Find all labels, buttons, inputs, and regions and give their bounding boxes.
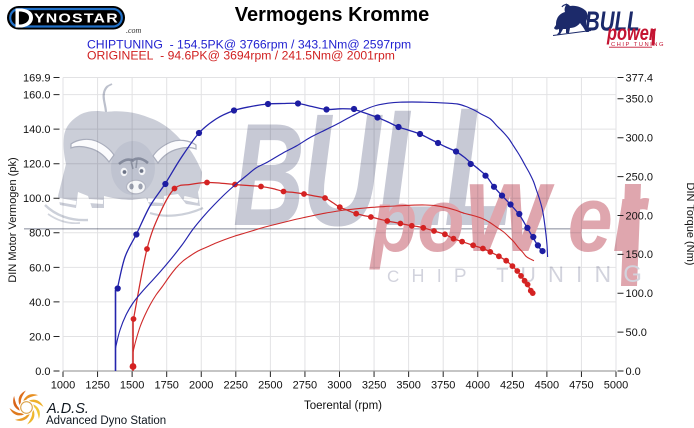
svg-text:ORIGINEEL - 94.6PK@ 3694rpm /: ORIGINEEL - 94.6PK@ 3694rpm / 241.5Nm@ 2… — [87, 49, 395, 63]
svg-text:20.0: 20.0 — [29, 331, 50, 343]
svg-text:160.0: 160.0 — [23, 90, 51, 102]
svg-text:4000: 4000 — [466, 380, 490, 392]
svg-text:1750: 1750 — [154, 380, 178, 392]
svg-text:2250: 2250 — [224, 380, 248, 392]
svg-text:5000: 5000 — [604, 380, 628, 392]
svg-text:BULL: BULL — [233, 72, 512, 261]
svg-text:60.0: 60.0 — [29, 262, 50, 274]
svg-text:BULL: BULL — [585, 7, 639, 38]
svg-text:150.0: 150.0 — [626, 249, 654, 261]
svg-text:CHIPTUNING - 154.5PK@ 3766rpm: CHIPTUNING - 154.5PK@ 3766rpm / 343.1Nm@… — [87, 38, 411, 52]
svg-text:power: power — [369, 137, 649, 277]
svg-text:3000: 3000 — [327, 380, 351, 392]
svg-text:2750: 2750 — [293, 380, 317, 392]
svg-text:100.0: 100.0 — [626, 288, 654, 300]
svg-text:power: power — [606, 21, 657, 44]
svg-text:CHIP TUNING: CHIP TUNING — [611, 42, 665, 48]
svg-text:.com: .com — [126, 26, 142, 35]
svg-text:4500: 4500 — [535, 380, 559, 392]
svg-text:3750: 3750 — [431, 380, 455, 392]
svg-text:0.0: 0.0 — [35, 366, 50, 378]
svg-text:0.0: 0.0 — [626, 366, 641, 378]
svg-text:80.0: 80.0 — [29, 228, 50, 240]
svg-text:Toerental (rpm): Toerental (rpm) — [304, 400, 382, 412]
svg-text:300.0: 300.0 — [626, 133, 654, 145]
svg-text:1250: 1250 — [85, 380, 109, 392]
svg-text:Advanced Dyno Station: Advanced Dyno Station — [46, 415, 166, 427]
svg-text:250.0: 250.0 — [626, 172, 654, 184]
svg-text:350.0: 350.0 — [626, 94, 654, 106]
svg-text:1000: 1000 — [51, 380, 75, 392]
svg-text:2500: 2500 — [258, 380, 282, 392]
svg-text:40.0: 40.0 — [29, 297, 50, 309]
svg-text:DIN Motor Vermogen (pk): DIN Motor Vermogen (pk) — [7, 157, 19, 282]
svg-text:YNOSTAR: YNOSTAR — [34, 12, 119, 26]
svg-text:140.0: 140.0 — [23, 124, 51, 136]
svg-text:Vermogens Kromme: Vermogens Kromme — [235, 4, 430, 26]
svg-text:CHIP TUNING: CHIP TUNING — [387, 261, 654, 288]
svg-text:200.0: 200.0 — [626, 210, 654, 222]
svg-text:4250: 4250 — [500, 380, 524, 392]
svg-text:50.0: 50.0 — [626, 327, 647, 339]
svg-text:4750: 4750 — [569, 380, 593, 392]
svg-text:A.D.S.: A.D.S. — [46, 401, 89, 417]
svg-text:3250: 3250 — [362, 380, 386, 392]
svg-text:3500: 3500 — [396, 380, 420, 392]
svg-text:100.0: 100.0 — [23, 193, 51, 205]
svg-text:120.0: 120.0 — [23, 159, 51, 171]
svg-text:2000: 2000 — [189, 380, 213, 392]
svg-text:DIN Torque (Nm): DIN Torque (Nm) — [684, 183, 694, 266]
svg-text:1500: 1500 — [120, 380, 144, 392]
svg-text:377.4: 377.4 — [626, 72, 654, 84]
svg-text:169.9: 169.9 — [23, 72, 51, 84]
